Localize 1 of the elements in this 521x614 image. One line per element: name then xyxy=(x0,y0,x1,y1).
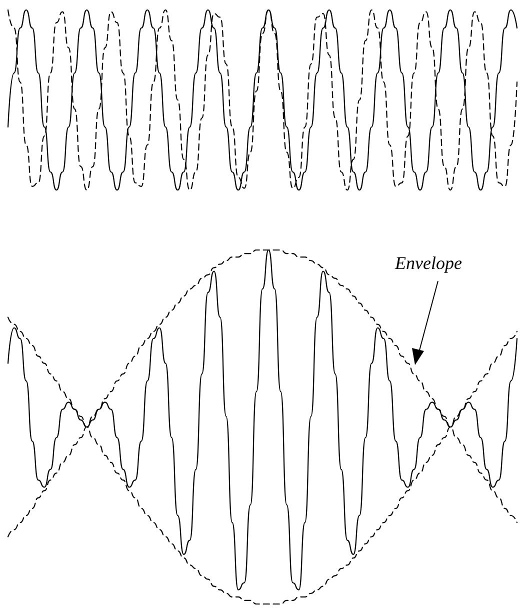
annotation: Envelope xyxy=(394,253,462,273)
